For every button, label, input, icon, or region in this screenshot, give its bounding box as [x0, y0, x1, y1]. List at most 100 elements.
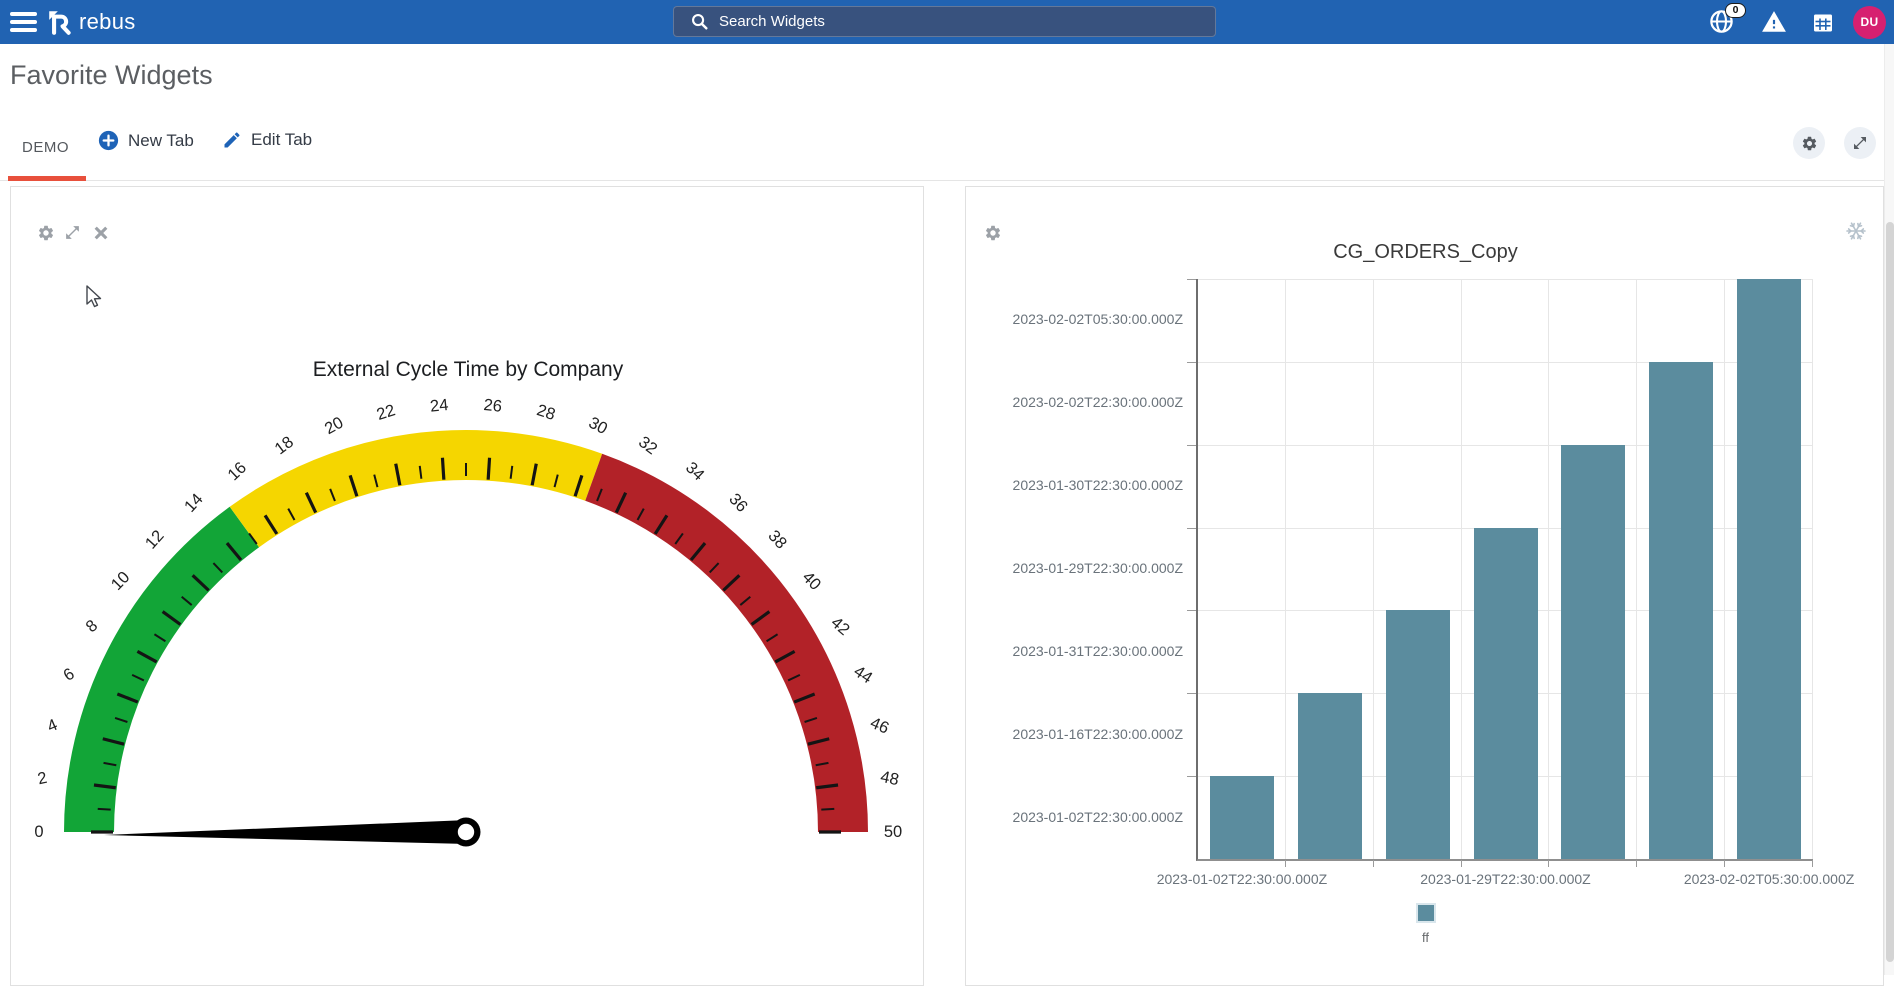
- gauge-tick: [394, 463, 402, 486]
- gauge-tick: [530, 463, 538, 486]
- gridline-horizontal: [1198, 444, 1813, 446]
- gauge-axis-label: 20: [322, 414, 347, 439]
- gridline-horizontal: [1198, 361, 1813, 363]
- page-title: Favorite Widgets: [10, 60, 213, 90]
- globe-icon: [1710, 10, 1733, 33]
- new-tab-button[interactable]: New Tab: [98, 130, 194, 151]
- gauge-tick: [674, 532, 684, 545]
- vertical-scrollbar-track: [1884, 44, 1894, 975]
- y-axis-tick: [1187, 444, 1196, 446]
- gauge-tick: [596, 488, 603, 502]
- x-axis-label: 2023-02-02T05:30:00.000Z: [1683, 871, 1855, 887]
- bar-chart-plot-area: 2023-02-02T05:30:00.000Z 2023-02-02T22:30…: [1013, 279, 1854, 887]
- legend-item[interactable]: ff: [966, 903, 1885, 945]
- vertical-scrollbar-thumb[interactable]: [1886, 222, 1894, 962]
- gauge-tick: [486, 457, 492, 480]
- gauge-axis-label: 26: [483, 396, 503, 416]
- gauge-tick: [636, 508, 645, 521]
- gauge-tick: [93, 783, 116, 790]
- bar[interactable]: [1209, 776, 1274, 859]
- bar[interactable]: [1561, 444, 1626, 859]
- gauge-tick: [225, 542, 243, 562]
- gridline-horizontal: [1198, 279, 1813, 280]
- dashboard-fullscreen-button[interactable]: [1844, 127, 1876, 159]
- gauge-tick: [418, 465, 423, 479]
- gauge-tick: [440, 457, 446, 480]
- bar[interactable]: [1473, 527, 1538, 859]
- gauge-axis-label: 8: [82, 616, 101, 636]
- gauge-axis-label: 14: [181, 490, 207, 516]
- gauge-tick: [807, 737, 830, 746]
- gridline-vertical: [1636, 279, 1638, 859]
- warning-triangle-icon: [1761, 9, 1787, 35]
- gauge-tick: [766, 633, 779, 643]
- gauge-axis-label: 46: [868, 714, 892, 738]
- calendar-icon: [1814, 14, 1832, 32]
- tab-demo[interactable]: DEMO: [22, 139, 69, 156]
- gauge-axis-label: 22: [375, 401, 398, 424]
- gauge-axis-label: 44: [850, 662, 875, 687]
- gauge-tick: [573, 474, 584, 497]
- gauge-title: External Cycle Time by Company: [312, 358, 624, 381]
- gauge-axis-label: 50: [884, 823, 902, 841]
- gauge-axis-label: 32: [635, 433, 660, 458]
- search-input[interactable]: [717, 12, 1215, 31]
- user-avatar[interactable]: DU: [1853, 6, 1886, 39]
- gridline-vertical: [1548, 279, 1550, 859]
- gauge-band: [585, 453, 868, 833]
- bar[interactable]: [1649, 361, 1714, 859]
- gridline-vertical: [1812, 279, 1813, 859]
- gauge-tick: [708, 562, 720, 574]
- bar[interactable]: [1737, 279, 1802, 859]
- gauge-tick: [248, 532, 258, 545]
- gauge-axis-label: 40: [799, 568, 825, 594]
- gauge-tick: [821, 807, 835, 811]
- x-axis-tick: [1548, 860, 1550, 867]
- gauge-tick: [774, 649, 796, 664]
- gauge-tick: [153, 633, 166, 643]
- gauge-axis-label: 2: [36, 769, 49, 789]
- y-axis-tick: [1187, 279, 1196, 280]
- freeze-widget-button[interactable]: [1846, 221, 1866, 241]
- legend-label: ff: [1422, 930, 1429, 945]
- x-axis-tick: [1460, 860, 1462, 867]
- active-tab-underline: [8, 176, 86, 181]
- edit-tab-button[interactable]: Edit Tab: [222, 130, 312, 150]
- gauge-tick: [97, 807, 111, 811]
- gridline-vertical: [1724, 279, 1726, 859]
- gauge-tick: [722, 574, 741, 592]
- y-axis-tick: [1187, 776, 1196, 778]
- gauge-tick: [102, 737, 125, 746]
- bar[interactable]: [1385, 610, 1450, 859]
- notifications-globe-button[interactable]: 0: [1708, 3, 1752, 40]
- gear-icon: [984, 224, 1002, 242]
- gauge-tick: [509, 465, 514, 479]
- hamburger-menu-icon[interactable]: [10, 10, 38, 34]
- gauge-tick: [212, 562, 224, 574]
- y-axis-label: 2023-01-31T22:30:00.000Z: [1012, 642, 1183, 659]
- gauge-axis-label: 42: [827, 613, 853, 639]
- widget-search-bar[interactable]: [673, 6, 1216, 37]
- bar[interactable]: [1297, 693, 1362, 859]
- gauge-tick: [750, 610, 771, 626]
- gauge-axis-label: 24: [429, 396, 449, 416]
- gauge-axis-label: 6: [60, 665, 77, 685]
- gauge-tick: [181, 596, 193, 606]
- top-navbar: rebus 0 DU: [0, 0, 1894, 44]
- new-tab-label: New Tab: [128, 130, 194, 150]
- widget-card-bar-chart: CG_ORDERS_Copy 2023-02-02T05:30:00.000Z 2…: [965, 186, 1884, 986]
- rebus-logo-icon[interactable]: [45, 8, 75, 36]
- alerts-button[interactable]: [1761, 9, 1787, 35]
- edit-tab-label: Edit Tab: [251, 130, 313, 149]
- gauge-tick: [103, 761, 117, 767]
- dashboard-settings-button[interactable]: [1793, 127, 1825, 159]
- calendar-button[interactable]: [1811, 10, 1835, 34]
- gauge-axis-label: 34: [682, 459, 708, 485]
- widget-settings-button[interactable]: [984, 224, 1002, 242]
- x-axis-label: 2023-01-29T22:30:00.000Z: [1420, 871, 1591, 887]
- gauge-tick: [804, 717, 818, 723]
- gauge-tick: [815, 761, 829, 767]
- gauge-tick: [653, 514, 669, 535]
- gridline-vertical: [1372, 279, 1374, 859]
- gauge-axis-label: 10: [108, 568, 134, 594]
